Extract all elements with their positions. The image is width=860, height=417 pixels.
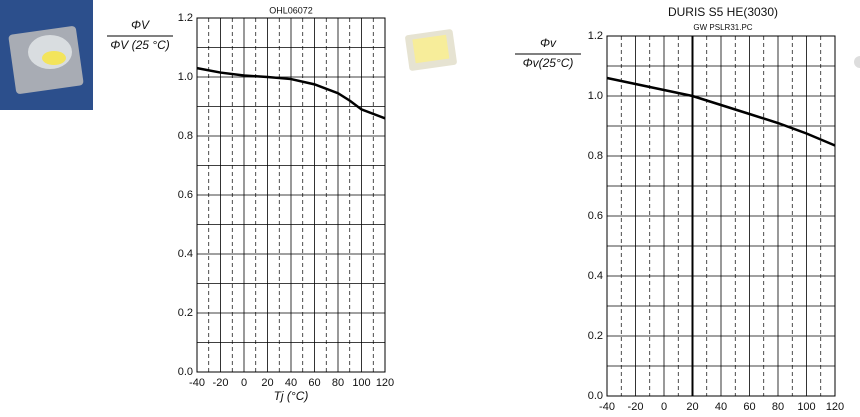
edge-icon — [854, 56, 860, 68]
y-tick-label: 0.6 — [588, 210, 603, 222]
x-tick-label: 20 — [686, 401, 698, 413]
led-photo-small — [405, 29, 457, 71]
y-tick-label: 0.8 — [178, 130, 193, 142]
data-line — [196, 66, 386, 120]
chart-title: OHL06072 — [269, 5, 313, 15]
x-tick-label: -20 — [628, 401, 644, 413]
x-axis-label: Tj (°C) — [274, 389, 309, 403]
chart-subtitle: GW PSLR31.PC — [693, 23, 752, 32]
y-label-denominator: ΦV (25 °C) — [110, 38, 170, 52]
x-tick-label: 40 — [715, 401, 727, 413]
x-tick-label: -40 — [599, 401, 615, 413]
x-tick-label: -20 — [213, 377, 229, 389]
x-tick-label: 0 — [241, 377, 247, 389]
y-tick-label: 0.2 — [178, 307, 193, 319]
x-tick-label: 20 — [261, 377, 273, 389]
x-tick-label: 100 — [797, 401, 815, 413]
data-line — [606, 76, 836, 147]
y-tick-label: 0.0 — [588, 390, 603, 402]
y-tick-label: 1.0 — [588, 90, 603, 102]
y-tick-label: 0.8 — [588, 150, 603, 162]
led-photo — [0, 0, 93, 110]
y-label-denominator: Φv(25°C) — [523, 56, 574, 70]
y-tick-label: 0.6 — [178, 189, 193, 201]
chart-title: DURIS S5 HE(3030) — [668, 5, 778, 19]
x-tick-label: 120 — [826, 401, 844, 413]
x-tick-label: 100 — [352, 377, 370, 389]
x-tick-label: 80 — [332, 377, 344, 389]
y-tick-label: 0.4 — [588, 270, 603, 282]
x-tick-label: 40 — [285, 377, 297, 389]
y-label-numerator: ΦV — [131, 18, 150, 32]
x-tick-label: 60 — [308, 377, 320, 389]
x-tick-label: 80 — [772, 401, 784, 413]
y-tick-label: 0.2 — [588, 330, 603, 342]
y-tick-label: 0.4 — [178, 248, 193, 260]
x-tick-label: -40 — [189, 377, 205, 389]
y-tick-label: 0.0 — [178, 366, 193, 378]
y-label-numerator: Φv — [540, 36, 557, 50]
x-tick-label: 0 — [661, 401, 667, 413]
y-tick-label: 1.0 — [178, 71, 193, 83]
y-tick-label: 1.2 — [588, 30, 603, 42]
x-tick-label: 60 — [743, 401, 755, 413]
y-tick-label: 1.2 — [178, 12, 193, 24]
x-tick-label: 120 — [376, 377, 394, 389]
